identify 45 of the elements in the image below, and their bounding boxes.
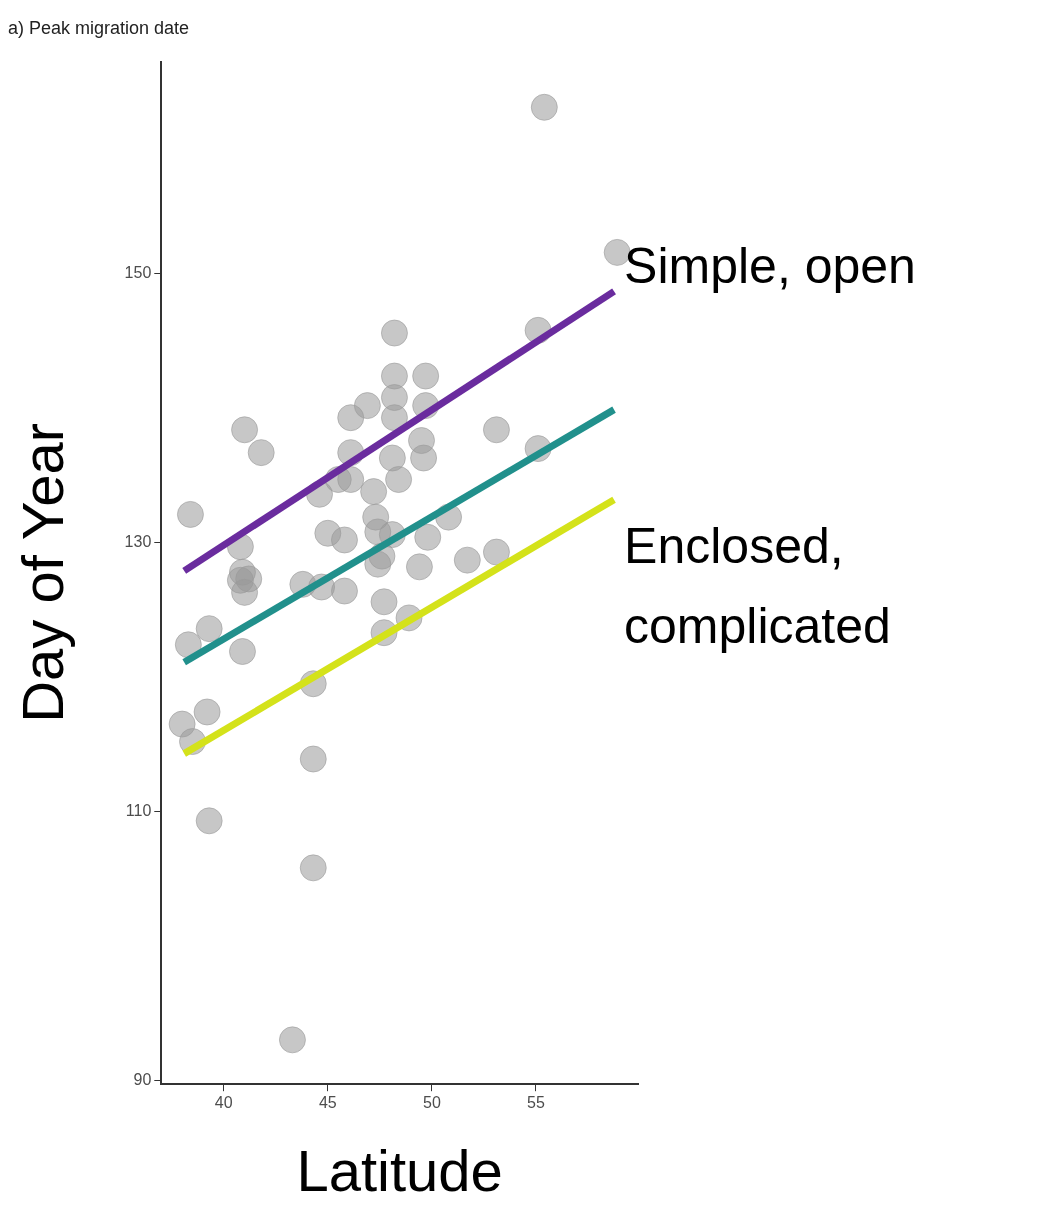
series-label: Enclosed, complicated — [624, 518, 891, 655]
point — [299, 745, 327, 773]
x-axis-title: Latitude — [296, 1138, 503, 1204]
point — [193, 698, 221, 726]
point — [378, 444, 406, 472]
point — [453, 546, 481, 574]
point — [174, 631, 202, 659]
point — [380, 362, 408, 390]
point — [360, 478, 388, 506]
chart-title: a) Peak migration date — [8, 17, 190, 38]
point — [380, 404, 408, 432]
point — [412, 362, 440, 390]
x-tick-label: 55 — [527, 1094, 545, 1112]
point — [299, 854, 327, 882]
point — [482, 538, 510, 566]
series-label: Simple, open — [624, 238, 916, 295]
point — [247, 439, 275, 467]
y-tick-label: 110 — [125, 801, 152, 819]
y-tick-label: 150 — [124, 264, 152, 282]
x-tick-label: 45 — [318, 1094, 337, 1112]
y-axis-title: Day of Year — [9, 422, 75, 723]
point — [231, 578, 259, 606]
point — [195, 615, 223, 643]
point — [410, 444, 438, 472]
point — [385, 466, 413, 494]
point — [330, 577, 358, 605]
point — [530, 93, 558, 121]
point — [370, 588, 398, 616]
point — [380, 319, 408, 347]
point — [330, 526, 358, 554]
point — [231, 416, 259, 444]
x-tick-label: 40 — [214, 1094, 233, 1112]
point — [195, 807, 223, 835]
point — [337, 404, 365, 432]
point — [414, 523, 442, 551]
point — [278, 1026, 306, 1054]
y-tick-label: 130 — [124, 533, 152, 551]
point — [337, 466, 365, 494]
point — [482, 416, 510, 444]
point — [405, 553, 433, 581]
point — [228, 638, 256, 666]
point — [364, 550, 392, 578]
point — [176, 500, 204, 528]
x-tick-label: 50 — [423, 1094, 441, 1112]
y-tick-label: 90 — [133, 1070, 152, 1088]
